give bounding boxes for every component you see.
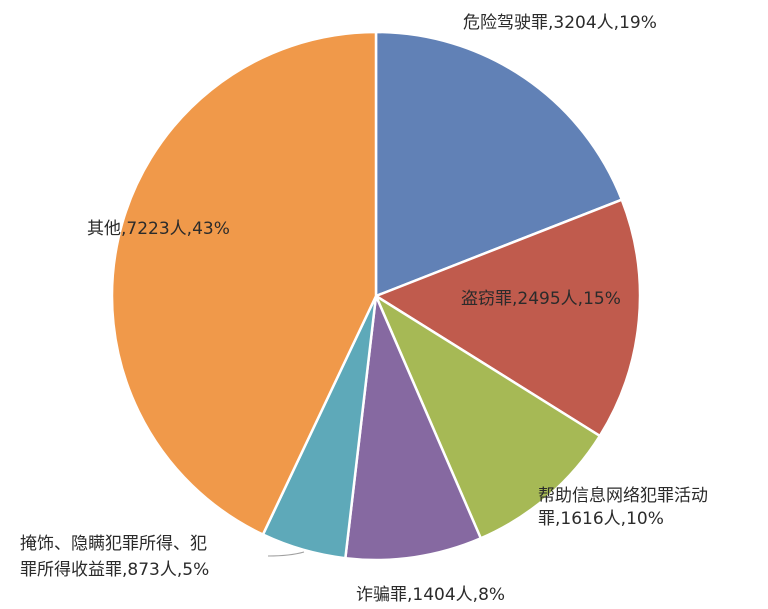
data-label-2: 帮助信息网络犯罪活动罪,1616人,10% [538,486,708,529]
data-label-line: 危险驾驶罪,3204人,19% [463,13,657,33]
data-label-line: 其他,7223人,43% [87,219,230,239]
labels-layer: 危险驾驶罪,3204人,19% 盗窃罪,2495人,15% 帮助信息网络犯罪活动罪,… [20,13,708,605]
slices-layer [110,30,642,562]
data-label-5: 其他,7223人,43% [87,219,230,239]
slice-1 [374,198,642,438]
slice-0 [374,30,624,298]
data-label-1: 盗窃罪,2495人,15% [461,289,621,309]
data-label-0: 危险驾驶罪,3204人,19% [463,13,657,33]
data-label-line: 掩饰、隐瞒犯罪所得、犯 [20,534,207,554]
slice-3 [344,294,483,562]
data-label-line: 罪,1616人,10% [538,509,664,529]
data-label-line: 罪所得收益罪,873人,5% [20,560,209,580]
data-label-3: 诈骗罪,1404人,8% [356,585,505,605]
slice-2 [374,294,602,540]
data-label-4: 掩饰、隐瞒犯罪所得、犯罪所得收益罪,873人,5% [20,534,209,580]
leader-line [267,551,305,557]
slice-5 [110,30,378,536]
data-label-line: 诈骗罪,1404人,8% [356,585,505,605]
data-label-line: 盗窃罪,2495人,15% [461,289,621,309]
data-label-line: 帮助信息网络犯罪活动 [538,486,708,506]
